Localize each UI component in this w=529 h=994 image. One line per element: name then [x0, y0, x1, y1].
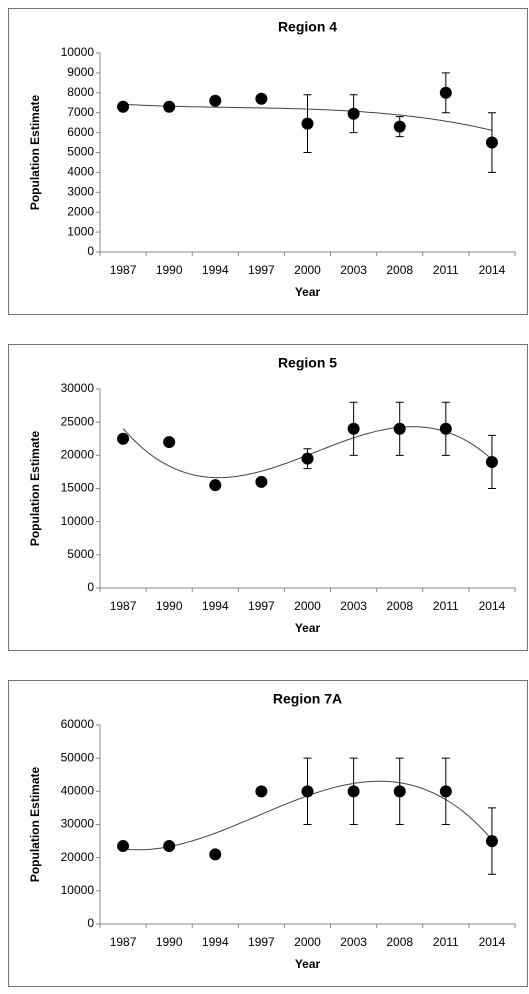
chart-panel: 0 1000 2000 3000 4000 5000 6000 7000 8000 9000 100… — [8, 8, 528, 315]
x-tick-label: 2003 — [340, 263, 367, 277]
x-tick-label: 1990 — [156, 935, 183, 949]
y-tick-label: 5000 — [67, 145, 94, 159]
point — [439, 422, 452, 435]
point — [347, 107, 360, 120]
x-tick-label: 1994 — [202, 263, 229, 277]
x-tick-label: 2003 — [340, 599, 367, 613]
x-tick-label: 2011 — [433, 263, 459, 277]
y-tick-label: 7000 — [67, 105, 94, 119]
point — [393, 785, 406, 798]
y-tick-label: 6000 — [67, 125, 94, 139]
x-tick-label: 2011 — [433, 935, 459, 949]
x-tick-label: 2008 — [386, 935, 413, 949]
panel-border — [8, 344, 528, 651]
x-axis-label: Year — [295, 957, 321, 971]
y-tick-label: 40000 — [61, 784, 95, 798]
y-tick-label: 60000 — [61, 717, 95, 731]
y-tick-label: 4000 — [67, 165, 94, 179]
point — [347, 785, 360, 798]
point — [163, 100, 176, 113]
y-tick-label: 0 — [87, 244, 94, 258]
panel-border — [8, 8, 528, 315]
x-tick-label: 2000 — [294, 935, 321, 949]
x-tick-label: 2000 — [294, 263, 321, 277]
x-tick-label: 2008 — [386, 263, 413, 277]
x-tick-label: 1990 — [156, 263, 183, 277]
x-axis-label: Year — [295, 285, 321, 299]
y-tick-label: 30000 — [61, 817, 95, 831]
x-tick-label: 1994 — [202, 935, 229, 949]
chart-title: Region 4 — [278, 19, 337, 35]
x-axis-label: Year — [295, 621, 321, 635]
y-axis-label: Population Estimate — [28, 431, 42, 547]
point — [209, 94, 222, 107]
point — [255, 92, 268, 105]
y-tick-label: 9000 — [67, 65, 94, 79]
y-tick-label: 2000 — [67, 204, 94, 218]
y-tick-label: 20000 — [61, 448, 95, 462]
point — [209, 479, 222, 492]
point — [485, 835, 498, 848]
point — [255, 475, 268, 488]
x-tick-label: 2011 — [433, 599, 459, 613]
y-tick-label: 3000 — [67, 184, 94, 198]
chart-title: Region 7A — [273, 691, 342, 707]
x-tick-label: 2000 — [294, 599, 321, 613]
x-tick-label: 2014 — [479, 263, 506, 277]
point — [301, 452, 314, 465]
x-tick-label: 1987 — [110, 263, 137, 277]
point — [301, 117, 314, 130]
chart-title: Region 5 — [278, 355, 337, 371]
x-tick-label: 1987 — [110, 599, 137, 613]
y-tick-label: 0 — [87, 916, 94, 930]
x-tick-label: 1997 — [248, 263, 275, 277]
x-tick-label: 1994 — [202, 599, 229, 613]
y-tick-label: 1000 — [67, 224, 94, 238]
point — [485, 455, 498, 468]
x-tick-label: 1990 — [156, 599, 183, 613]
y-axis-label: Population Estimate — [28, 767, 42, 883]
x-tick-label: 1987 — [110, 935, 137, 949]
point — [393, 422, 406, 435]
point — [117, 432, 130, 445]
point — [255, 785, 268, 798]
point — [393, 120, 406, 133]
panel-border — [8, 680, 528, 987]
y-tick-label: 30000 — [61, 381, 95, 395]
x-tick-label: 2003 — [340, 935, 367, 949]
x-tick-label: 1997 — [248, 599, 275, 613]
chart-panel: 0 5000 10000 15000 20000 25000 30000 1987 1990 19… — [8, 344, 528, 651]
y-tick-label: 0 — [87, 580, 94, 594]
point — [485, 136, 498, 149]
x-tick-label: 2008 — [386, 599, 413, 613]
y-tick-label: 20000 — [61, 850, 95, 864]
x-tick-label: 1997 — [248, 935, 275, 949]
y-tick-label: 15000 — [61, 481, 95, 495]
x-tick-label: 2014 — [479, 599, 506, 613]
y-tick-label: 10000 — [61, 45, 95, 59]
point — [439, 86, 452, 99]
point — [117, 840, 130, 853]
point — [117, 100, 130, 113]
chart-panel: 0 10000 20000 30000 40000 50000 60000 1987 1990 1… — [8, 680, 528, 987]
y-tick-label: 25000 — [61, 414, 95, 428]
point — [347, 422, 360, 435]
y-tick-label: 10000 — [61, 883, 95, 897]
point — [439, 785, 452, 798]
y-axis-label: Population Estimate — [28, 95, 42, 211]
y-tick-label: 50000 — [61, 750, 95, 764]
y-tick-label: 10000 — [61, 514, 95, 528]
point — [163, 436, 176, 449]
point — [301, 785, 314, 798]
point — [163, 840, 176, 853]
x-tick-label: 2014 — [479, 935, 506, 949]
point — [209, 848, 222, 861]
y-tick-label: 8000 — [67, 85, 94, 99]
y-tick-label: 5000 — [67, 547, 94, 561]
